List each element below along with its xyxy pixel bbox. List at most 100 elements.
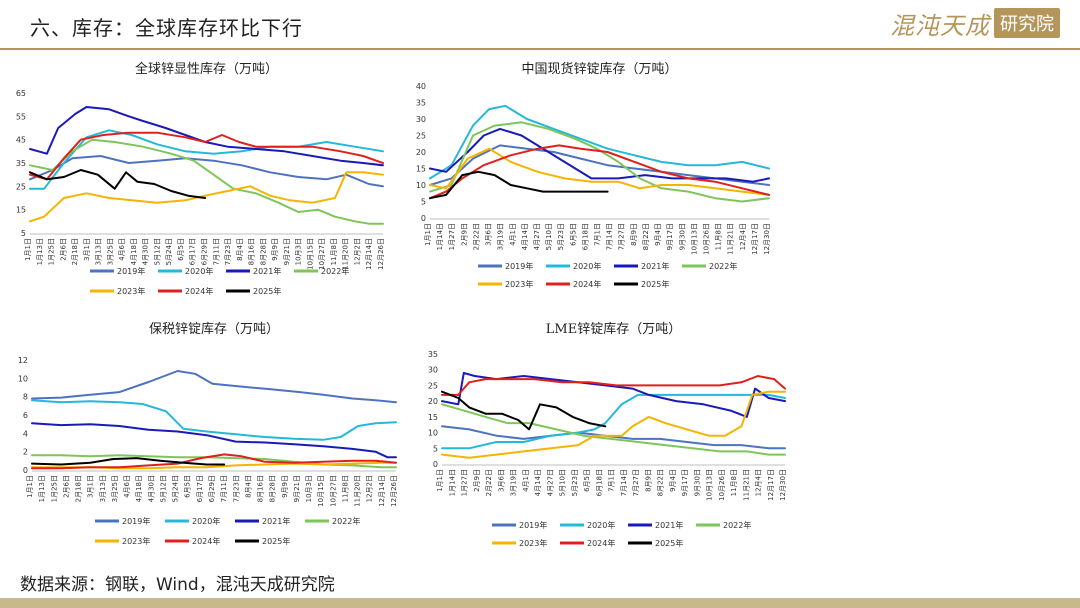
y-tick-label: 12 (18, 356, 28, 365)
y-tick-label: 10 (416, 181, 426, 190)
header: 六、库存：全球库存环比下行 混沌天成 研究院 (0, 0, 1080, 50)
x-tick-label: 6月29日 (208, 475, 216, 502)
x-tick-label: 2月18日 (75, 475, 83, 502)
y-tick-label: 65 (16, 89, 26, 98)
x-tick-label: 7月1日 (608, 469, 616, 492)
chart-china-spot-zinc-inventory: 中国现货锌锭库存（万吨） 0 5 10 15 20 25 30 35 40 1月1日 1月14日 1月2… (400, 58, 795, 308)
chart-title: 保税锌锭库存（万吨） (149, 321, 279, 337)
legend-label: 2021年 (253, 266, 281, 276)
legend-label: 2021年 (655, 520, 683, 530)
y-tick-label: 20 (428, 397, 438, 406)
footer-bar (0, 598, 1080, 608)
x-tick-label: 3月1日 (87, 475, 95, 498)
x-tick-label: 1月27日 (461, 469, 469, 496)
series-line-y2025 (429, 170, 609, 200)
x-tick-label: 8月28日 (269, 475, 277, 502)
x-tick-label: 2月22日 (472, 223, 480, 250)
x-tick-label: 2月22日 (485, 469, 493, 496)
x-tick-label: 8月4日 (236, 238, 244, 261)
x-tick-label: 6月18日 (595, 469, 603, 496)
x-tick-label: 1月25日 (50, 475, 58, 502)
x-tick-label: 1月27日 (448, 223, 456, 250)
x-tick-label: 5月23日 (557, 223, 565, 250)
series-line-y2022 (29, 138, 384, 225)
y-tick-label: 30 (428, 366, 438, 375)
y-tick-label: 15 (428, 413, 438, 422)
series-line-y2020 (441, 393, 786, 450)
y-tick-label: 5 (421, 198, 426, 207)
series-line-y2024 (441, 375, 786, 396)
x-tick-label: 7月23日 (232, 475, 240, 502)
x-tick-label: 12月30日 (779, 469, 787, 501)
x-tick-label: 10月27日 (329, 475, 337, 507)
x-tick-label: 9月4日 (669, 469, 677, 492)
x-tick-label: 4月27日 (546, 469, 554, 496)
legend-label: 2020年 (192, 516, 220, 526)
x-tick-label: 3月25日 (106, 238, 114, 265)
x-tick-label: 3月25日 (111, 475, 119, 502)
legend-label: 2019年 (117, 266, 145, 276)
x-tick-label: 10月13日 (706, 469, 714, 501)
legend-label: 2019年 (519, 520, 547, 530)
legend-label: 2025年 (253, 286, 281, 296)
x-tick-label: 8月9日 (630, 223, 638, 246)
x-tick-label: 5月10日 (559, 469, 567, 496)
chart-lme-zinc-inventory: LME锌锭库存（万吨） 0 5 10 15 20 25 30 35 1月1日 1月14日 1月27日 2… (410, 318, 795, 558)
x-tick-label: 1月14日 (448, 469, 456, 496)
chart-svg-bonded: 保税锌锭库存（万吨） 0 2 4 6 8 10 12 1月1日 1月13日 1月25日 2月6日 2月1… (18, 321, 398, 546)
x-tick-label: 9月4日 (654, 223, 662, 246)
x-tick-label: 1月1日 (424, 223, 432, 246)
y-tick-label: 15 (16, 206, 26, 215)
x-tick-label: 12月26日 (377, 238, 385, 270)
x-tick-label: 10月15日 (306, 238, 314, 270)
legend-label: 2023年 (117, 286, 145, 296)
series-line-y2021 (31, 422, 397, 459)
x-tick-label: 6月5日 (569, 223, 577, 246)
y-tick-label: 0 (421, 214, 426, 223)
x-tick-label: 12月4日 (739, 223, 747, 250)
legend-label: 2025年 (262, 536, 290, 546)
series-line-y2021 (429, 127, 770, 183)
y-tick-label: 2 (23, 448, 28, 457)
x-tick-label: 9月17日 (666, 223, 674, 250)
series-line-y2020 (31, 399, 397, 441)
x-tick-label: 6月17日 (196, 475, 204, 502)
x-tick-label: 1月25日 (48, 238, 56, 265)
x-tick-label: 3月6日 (485, 223, 493, 246)
series-line-y2022 (31, 454, 397, 469)
y-tick-label: 30 (416, 115, 426, 124)
legend-label: 2022年 (332, 516, 360, 526)
x-tick-label: 11月21日 (742, 469, 750, 501)
y-tick-label: 35 (428, 350, 438, 359)
legend-label: 2023年 (519, 538, 547, 548)
x-tick-label: 4月30日 (147, 475, 155, 502)
x-tick-label: 11月20日 (342, 238, 350, 270)
chart-title: LME锌锭库存（万吨） (546, 321, 681, 337)
series-line-y2022 (441, 403, 786, 456)
x-tick-label: 12月26日 (390, 475, 398, 507)
x-tick-label: 6月5日 (583, 469, 591, 492)
x-tick-label: 10月26日 (702, 223, 710, 255)
x-tick-label: 4月14日 (534, 469, 542, 496)
x-tick-label: 1月1日 (436, 469, 444, 492)
series-line-y2020 (429, 104, 770, 180)
x-tick-label: 12月17日 (767, 469, 775, 501)
y-tick-label: 55 (16, 112, 26, 121)
x-tick-label: 12月17日 (751, 223, 759, 255)
x-tick-label: 9月21日 (283, 238, 291, 265)
x-tick-label: 12月2日 (366, 475, 374, 502)
x-tick-label: 11月8日 (341, 475, 349, 502)
x-tick-label: 10月3日 (295, 238, 303, 265)
x-tick-label: 2月9日 (460, 223, 468, 246)
x-tick-label: 11月8日 (730, 469, 738, 496)
x-tick-label: 9月30日 (678, 223, 686, 250)
legend-label: 2024年 (185, 286, 213, 296)
page-title: 六、库存：全球库存环比下行 (30, 16, 303, 40)
legend-label: 2025年 (655, 538, 683, 548)
x-tick-label: 8月28日 (259, 238, 267, 265)
x-tick-label: 1月14日 (436, 223, 444, 250)
data-source-note: 数据来源：钢联，Wind，混沌天成研究院 (20, 575, 335, 595)
y-tick-label: 25 (16, 182, 26, 191)
y-tick-label: 6 (23, 411, 28, 420)
